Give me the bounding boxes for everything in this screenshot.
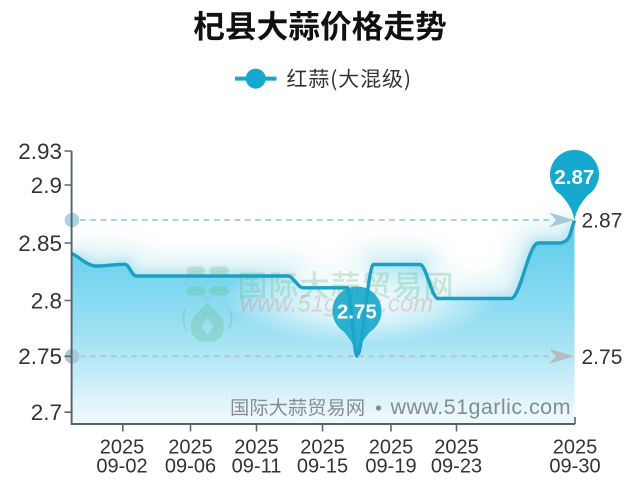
svg-text:09-06: 09-06 [165,456,216,478]
svg-text:www.51garlic.com: www.51garlic.com [390,395,571,419]
svg-text:2.9: 2.9 [31,173,62,198]
svg-text:2.75: 2.75 [337,301,377,324]
svg-text:09-15: 09-15 [297,456,348,478]
svg-text:2025: 2025 [434,437,479,459]
svg-text:2.93: 2.93 [18,139,62,164]
svg-text:09-30: 09-30 [549,456,600,478]
svg-text:09-11: 09-11 [232,456,282,478]
svg-text:09-23: 09-23 [431,456,482,478]
svg-text:2.87: 2.87 [582,210,623,233]
svg-text:2025: 2025 [234,437,279,459]
svg-text:2.7: 2.7 [31,400,62,425]
svg-text:09-02: 09-02 [96,456,147,478]
svg-text:2.87: 2.87 [554,166,594,189]
svg-text:09-19: 09-19 [365,456,416,478]
svg-text:2025: 2025 [369,437,414,459]
svg-text:2.8: 2.8 [31,288,62,313]
svg-text:2025: 2025 [168,437,213,459]
svg-text:2.85: 2.85 [18,231,62,256]
svg-text:2025: 2025 [553,437,598,459]
svg-text:2.75: 2.75 [18,344,62,369]
svg-text:2.75: 2.75 [582,346,623,369]
svg-text:2025: 2025 [100,437,145,459]
svg-text:2025: 2025 [300,437,345,459]
